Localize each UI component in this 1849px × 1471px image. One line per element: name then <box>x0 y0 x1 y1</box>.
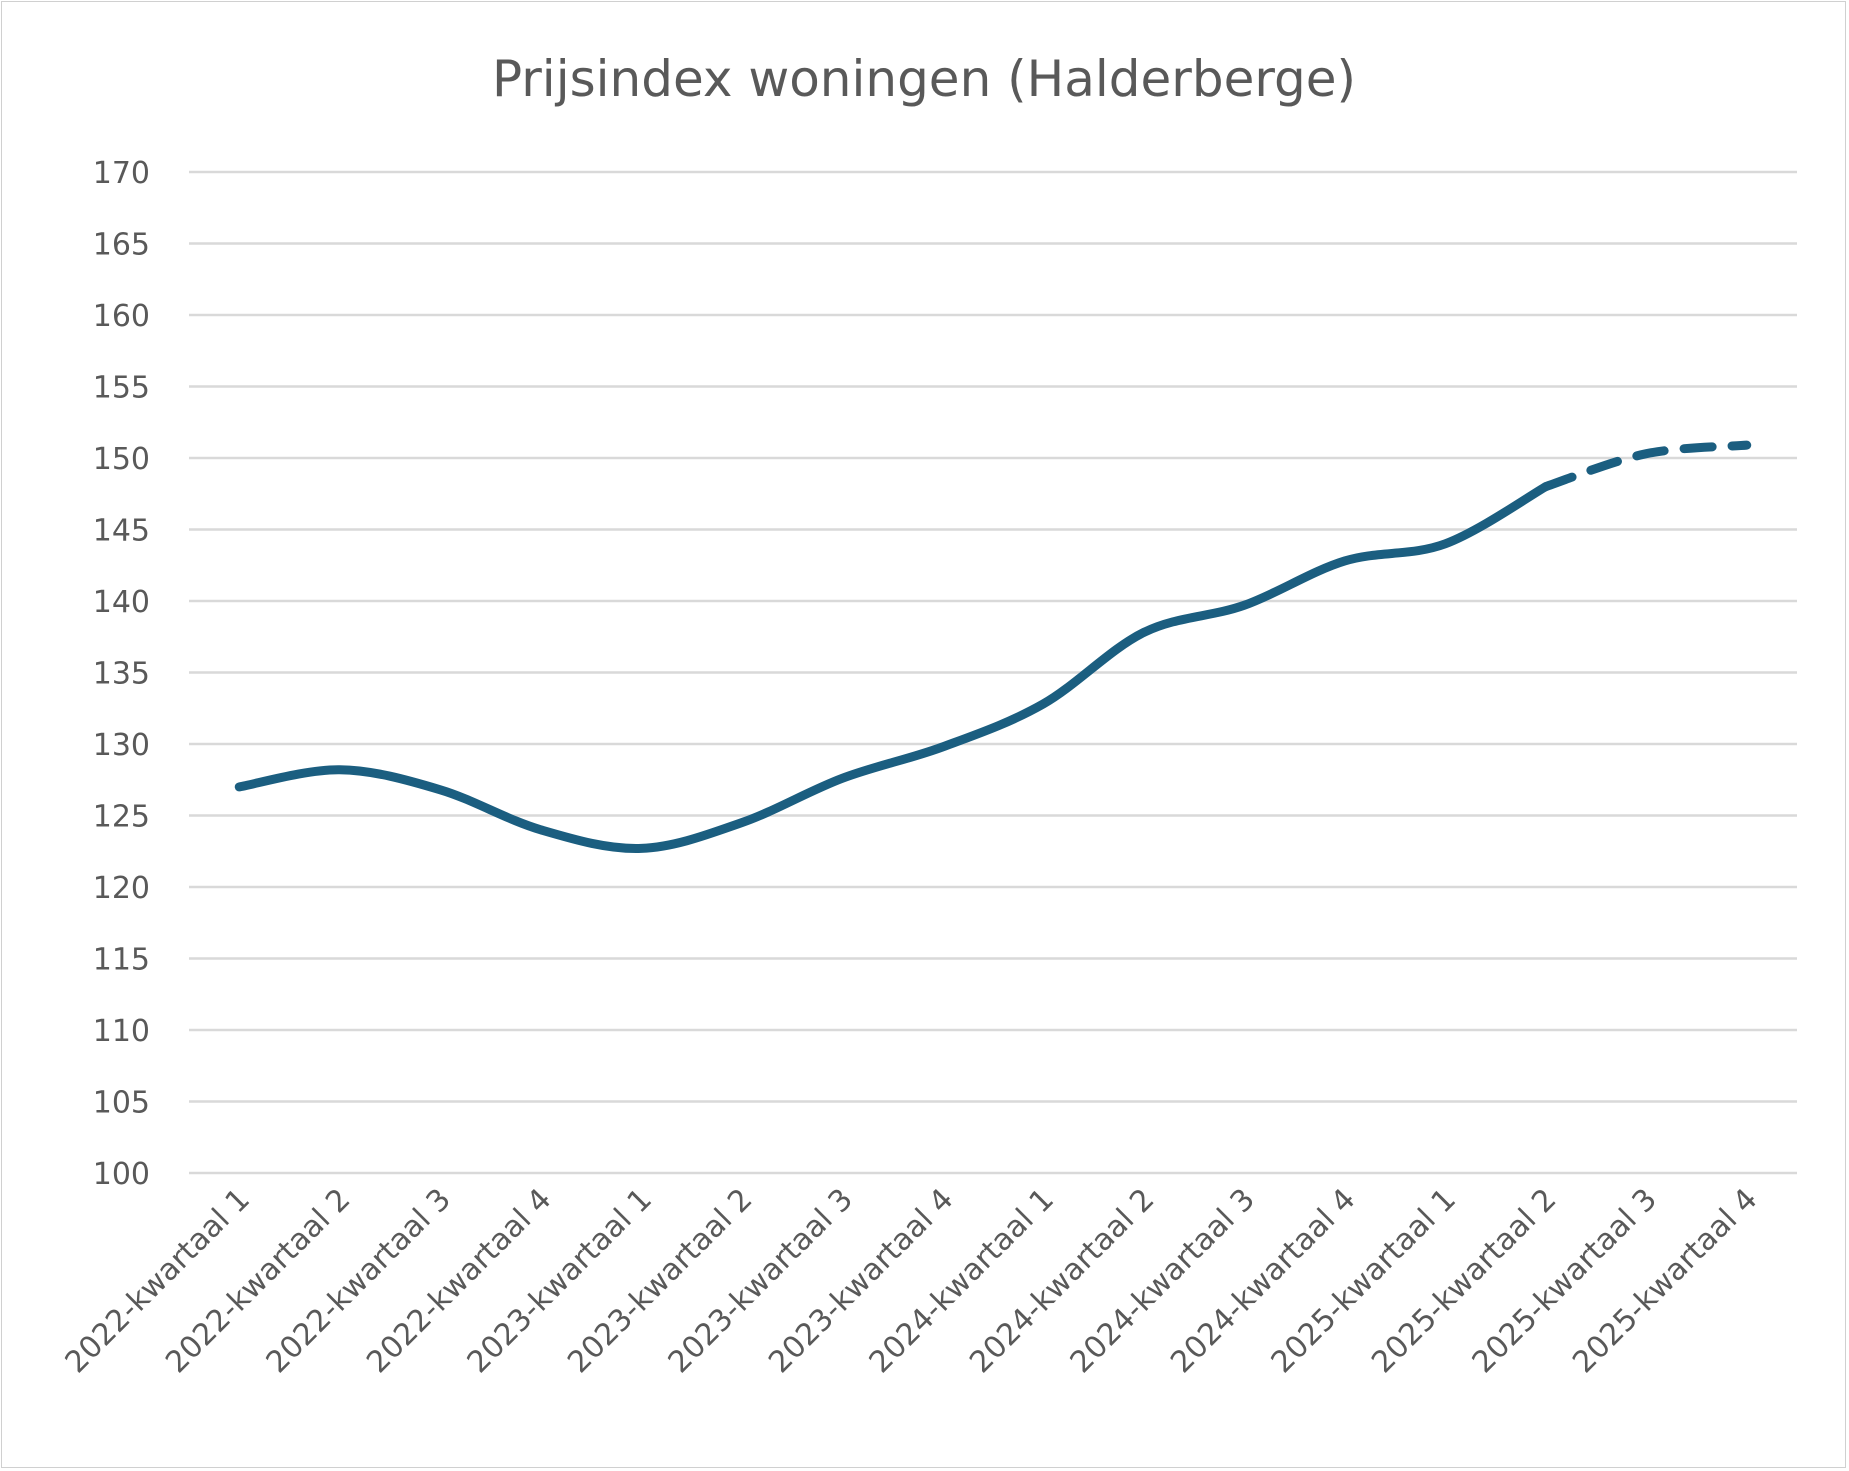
y-tick-label: 125 <box>93 800 150 835</box>
y-tick-label: 120 <box>93 871 150 906</box>
y-tick-label: 140 <box>93 585 150 620</box>
y-axis-tick-labels: 100 105 110 115 120 125 130 135 140 145 150 155 160 1… <box>93 156 150 1192</box>
y-tick-label: 145 <box>93 514 150 549</box>
x-tick-label: 2022-kwartaal 4 <box>360 1182 558 1380</box>
y-tick-label: 105 <box>93 1086 150 1121</box>
x-tick-label: 2025-kwartaal 1 <box>1265 1182 1463 1380</box>
chart-title: Prijsindex woningen (Halderberge) <box>492 50 1356 108</box>
x-tick-label: 2022-kwartaal 3 <box>260 1182 458 1380</box>
y-tick-label: 100 <box>93 1157 150 1192</box>
y-tick-label: 160 <box>93 299 150 334</box>
x-tick-label: 2024-kwartaal 1 <box>863 1182 1061 1380</box>
series-line-forecast <box>1541 440 1752 492</box>
y-tick-label: 150 <box>93 442 150 477</box>
y-tick-label: 165 <box>93 228 150 263</box>
x-tick-label: 2025-kwartaal 3 <box>1466 1182 1664 1380</box>
y-tick-label: 130 <box>93 728 150 763</box>
series-lines <box>234 440 1752 853</box>
y-tick-label: 110 <box>93 1014 150 1049</box>
series-line-actual <box>234 482 1551 853</box>
x-tick-label: 2024-kwartaal 3 <box>1064 1182 1262 1380</box>
x-tick-label: 2024-kwartaal 2 <box>963 1182 1161 1380</box>
gridlines <box>189 170 1797 1175</box>
x-tick-label: 2024-kwartaal 4 <box>1164 1182 1362 1380</box>
x-tick-label: 2023-kwartaal 2 <box>561 1182 759 1380</box>
y-tick-label: 115 <box>93 943 150 978</box>
x-tick-label: 2023-kwartaal 4 <box>762 1182 960 1380</box>
x-tick-label: 2022-kwartaal 2 <box>159 1182 357 1380</box>
x-tick-label: 2025-kwartaal 2 <box>1365 1182 1563 1380</box>
y-tick-label: 170 <box>93 156 150 191</box>
x-tick-label: 2023-kwartaal 3 <box>662 1182 860 1380</box>
y-tick-label: 155 <box>93 371 150 406</box>
y-tick-label: 135 <box>93 657 150 692</box>
x-tick-label: 2023-kwartaal 1 <box>461 1182 659 1380</box>
x-tick-label: 2025-kwartaal 4 <box>1566 1182 1764 1380</box>
x-tick-label: 2022-kwartaal 1 <box>59 1182 257 1380</box>
